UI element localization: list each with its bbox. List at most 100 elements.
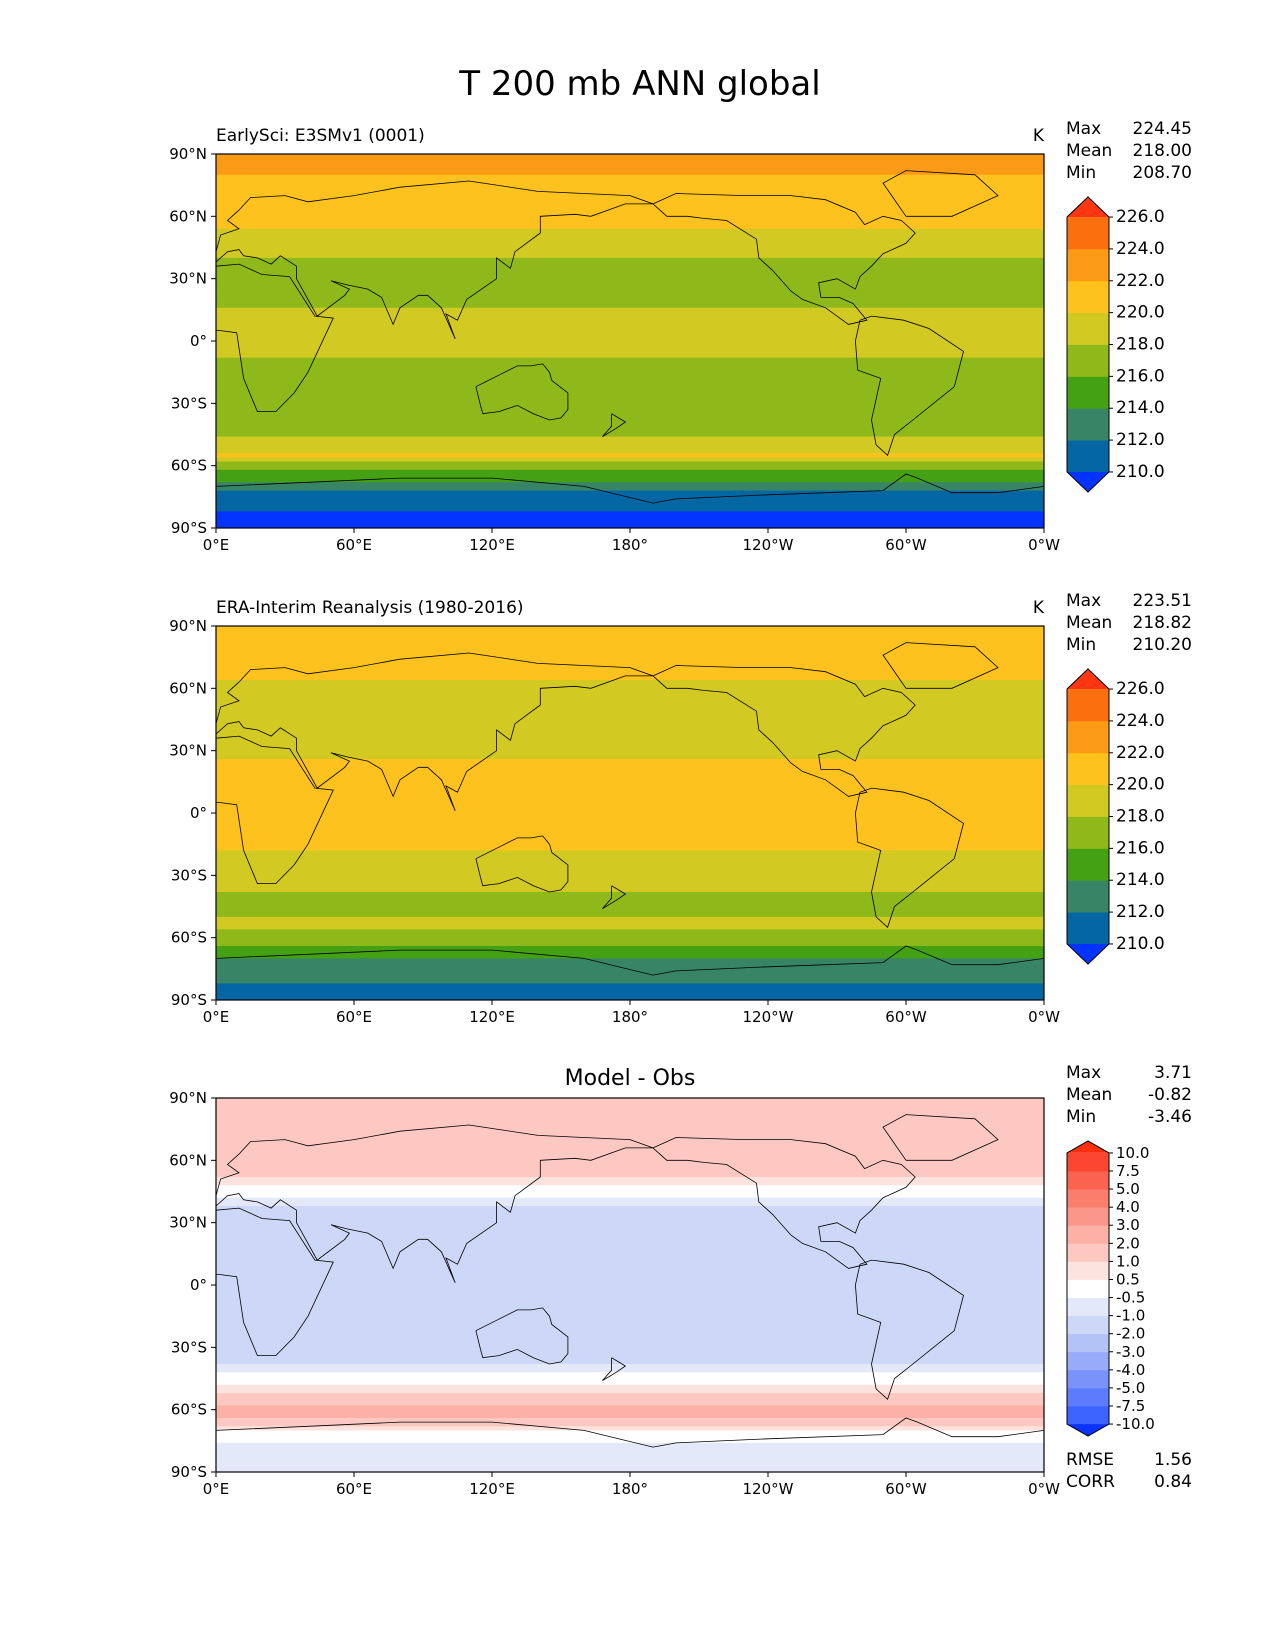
field-band — [216, 465, 1044, 471]
colorbar-label: -4.0 — [1116, 1361, 1145, 1379]
field-band — [216, 390, 1044, 396]
field-band — [216, 1260, 1044, 1265]
stat-max-value: 3.71 — [1154, 1063, 1192, 1083]
y-tick-label: 30°S — [171, 1338, 207, 1356]
colorbar-segment — [1067, 1279, 1109, 1298]
stat-mean-value: 218.00 — [1133, 141, 1192, 161]
field-band — [216, 1127, 1044, 1132]
colorbar-segment — [1067, 1189, 1109, 1208]
x-tick-label: 120°E — [469, 1480, 515, 1498]
colorbar-label: 226.0 — [1116, 679, 1165, 699]
field-band — [216, 370, 1044, 375]
units-label: K — [1033, 598, 1045, 618]
panel-model: EarlySci: E3SMv1 (0001) K Max 224.45 Mea… — [169, 119, 1192, 554]
coastline — [882, 170, 999, 217]
field-band — [216, 1305, 1044, 1311]
field-band — [216, 1384, 1044, 1390]
field-band — [216, 1330, 1044, 1336]
field-band — [216, 1185, 1044, 1191]
field-band — [216, 461, 1044, 467]
field-band — [216, 725, 1044, 731]
colorbar-label: 220.0 — [1116, 775, 1165, 795]
field-band — [216, 361, 1044, 367]
y-tick-label: 60°N — [169, 207, 207, 225]
field-band — [216, 854, 1044, 860]
x-tick-label: 60°E — [336, 536, 372, 554]
field-band — [216, 482, 1044, 488]
field-band — [216, 349, 1044, 355]
field-band — [216, 850, 1044, 856]
field-band — [216, 357, 1044, 363]
colorbar-label: -0.5 — [1116, 1289, 1145, 1307]
field-band — [216, 282, 1044, 288]
field-band — [216, 203, 1044, 209]
field-band — [216, 1268, 1044, 1274]
field-band — [216, 1098, 1044, 1103]
field-band — [216, 162, 1044, 168]
colorbar-segment — [1067, 440, 1109, 473]
y-tick-label: 0° — [190, 804, 207, 822]
field-band — [216, 896, 1044, 901]
field-band — [216, 1226, 1044, 1232]
field-band — [216, 336, 1044, 342]
field-band — [216, 515, 1044, 521]
coastline — [216, 473, 1044, 528]
field-band — [216, 187, 1044, 192]
field-band — [216, 638, 1044, 644]
stat-min-label: Min — [1066, 1107, 1096, 1127]
field-band — [216, 1114, 1044, 1120]
field-band — [216, 166, 1044, 172]
field-band — [216, 1172, 1044, 1178]
field-band — [216, 630, 1044, 635]
rmse-value: 1.56 — [1154, 1450, 1192, 1470]
field-band — [216, 212, 1044, 217]
y-tick-label: 0° — [190, 332, 207, 350]
field-band — [216, 729, 1044, 735]
colorbar-segment — [1067, 720, 1109, 754]
x-tick-label: 60°W — [885, 1008, 927, 1026]
field-band — [216, 424, 1044, 429]
field-band — [216, 921, 1044, 926]
colorbar-segment — [1067, 1243, 1109, 1262]
panel-diff: Model - Obs Max 3.71 Mean -0.82 Min -3.4… — [169, 1063, 1192, 1498]
field-band — [216, 1318, 1044, 1323]
field-band — [216, 970, 1044, 976]
corr-label: CORR — [1066, 1472, 1115, 1492]
field-band — [216, 415, 1044, 421]
x-tick-label: 120°W — [743, 536, 794, 554]
colorbar-segment — [1067, 1387, 1109, 1407]
colorbar-segment — [1067, 752, 1109, 786]
field-band — [216, 382, 1044, 388]
coastline — [602, 1357, 627, 1381]
field-band — [216, 266, 1044, 271]
x-tick-label: 60°E — [336, 1480, 372, 1498]
axis-ticks: 0°E 60°E 120°E 180° 120°W 60°W 0°W 90°N 60°N 30°N… — [169, 145, 1060, 554]
panel-title: Model - Obs — [565, 1066, 696, 1091]
field-band — [216, 270, 1044, 276]
colorbar-segment — [1067, 1141, 1109, 1153]
field-band — [216, 991, 1044, 997]
field-band — [216, 253, 1044, 259]
field-band — [216, 278, 1044, 284]
x-tick-label: 60°W — [885, 1480, 927, 1498]
colorbar-label: 214.0 — [1116, 870, 1165, 890]
x-tick-label: 0°W — [1028, 1008, 1060, 1026]
y-tick-label: 30°N — [169, 1214, 207, 1232]
field-band — [216, 178, 1044, 184]
field-band — [216, 904, 1044, 910]
stat-min-label: Min — [1066, 635, 1096, 655]
axis-ticks: 0°E 60°E 120°E 180° 120°W 60°W 0°W 90°N 60°N 30°N… — [169, 617, 1060, 1026]
field-band — [216, 332, 1044, 338]
field-band — [216, 1147, 1044, 1153]
field-band — [216, 1401, 1044, 1407]
field-band — [216, 825, 1044, 831]
stat-mean-label: Mean — [1066, 141, 1112, 161]
coastline — [216, 735, 334, 884]
field-band — [216, 316, 1044, 321]
field-band — [216, 709, 1044, 714]
field-band — [216, 1164, 1044, 1170]
field-band — [216, 1206, 1044, 1211]
field-band — [216, 262, 1044, 267]
field-band — [216, 1293, 1044, 1299]
x-tick-label: 0°W — [1028, 1480, 1060, 1498]
